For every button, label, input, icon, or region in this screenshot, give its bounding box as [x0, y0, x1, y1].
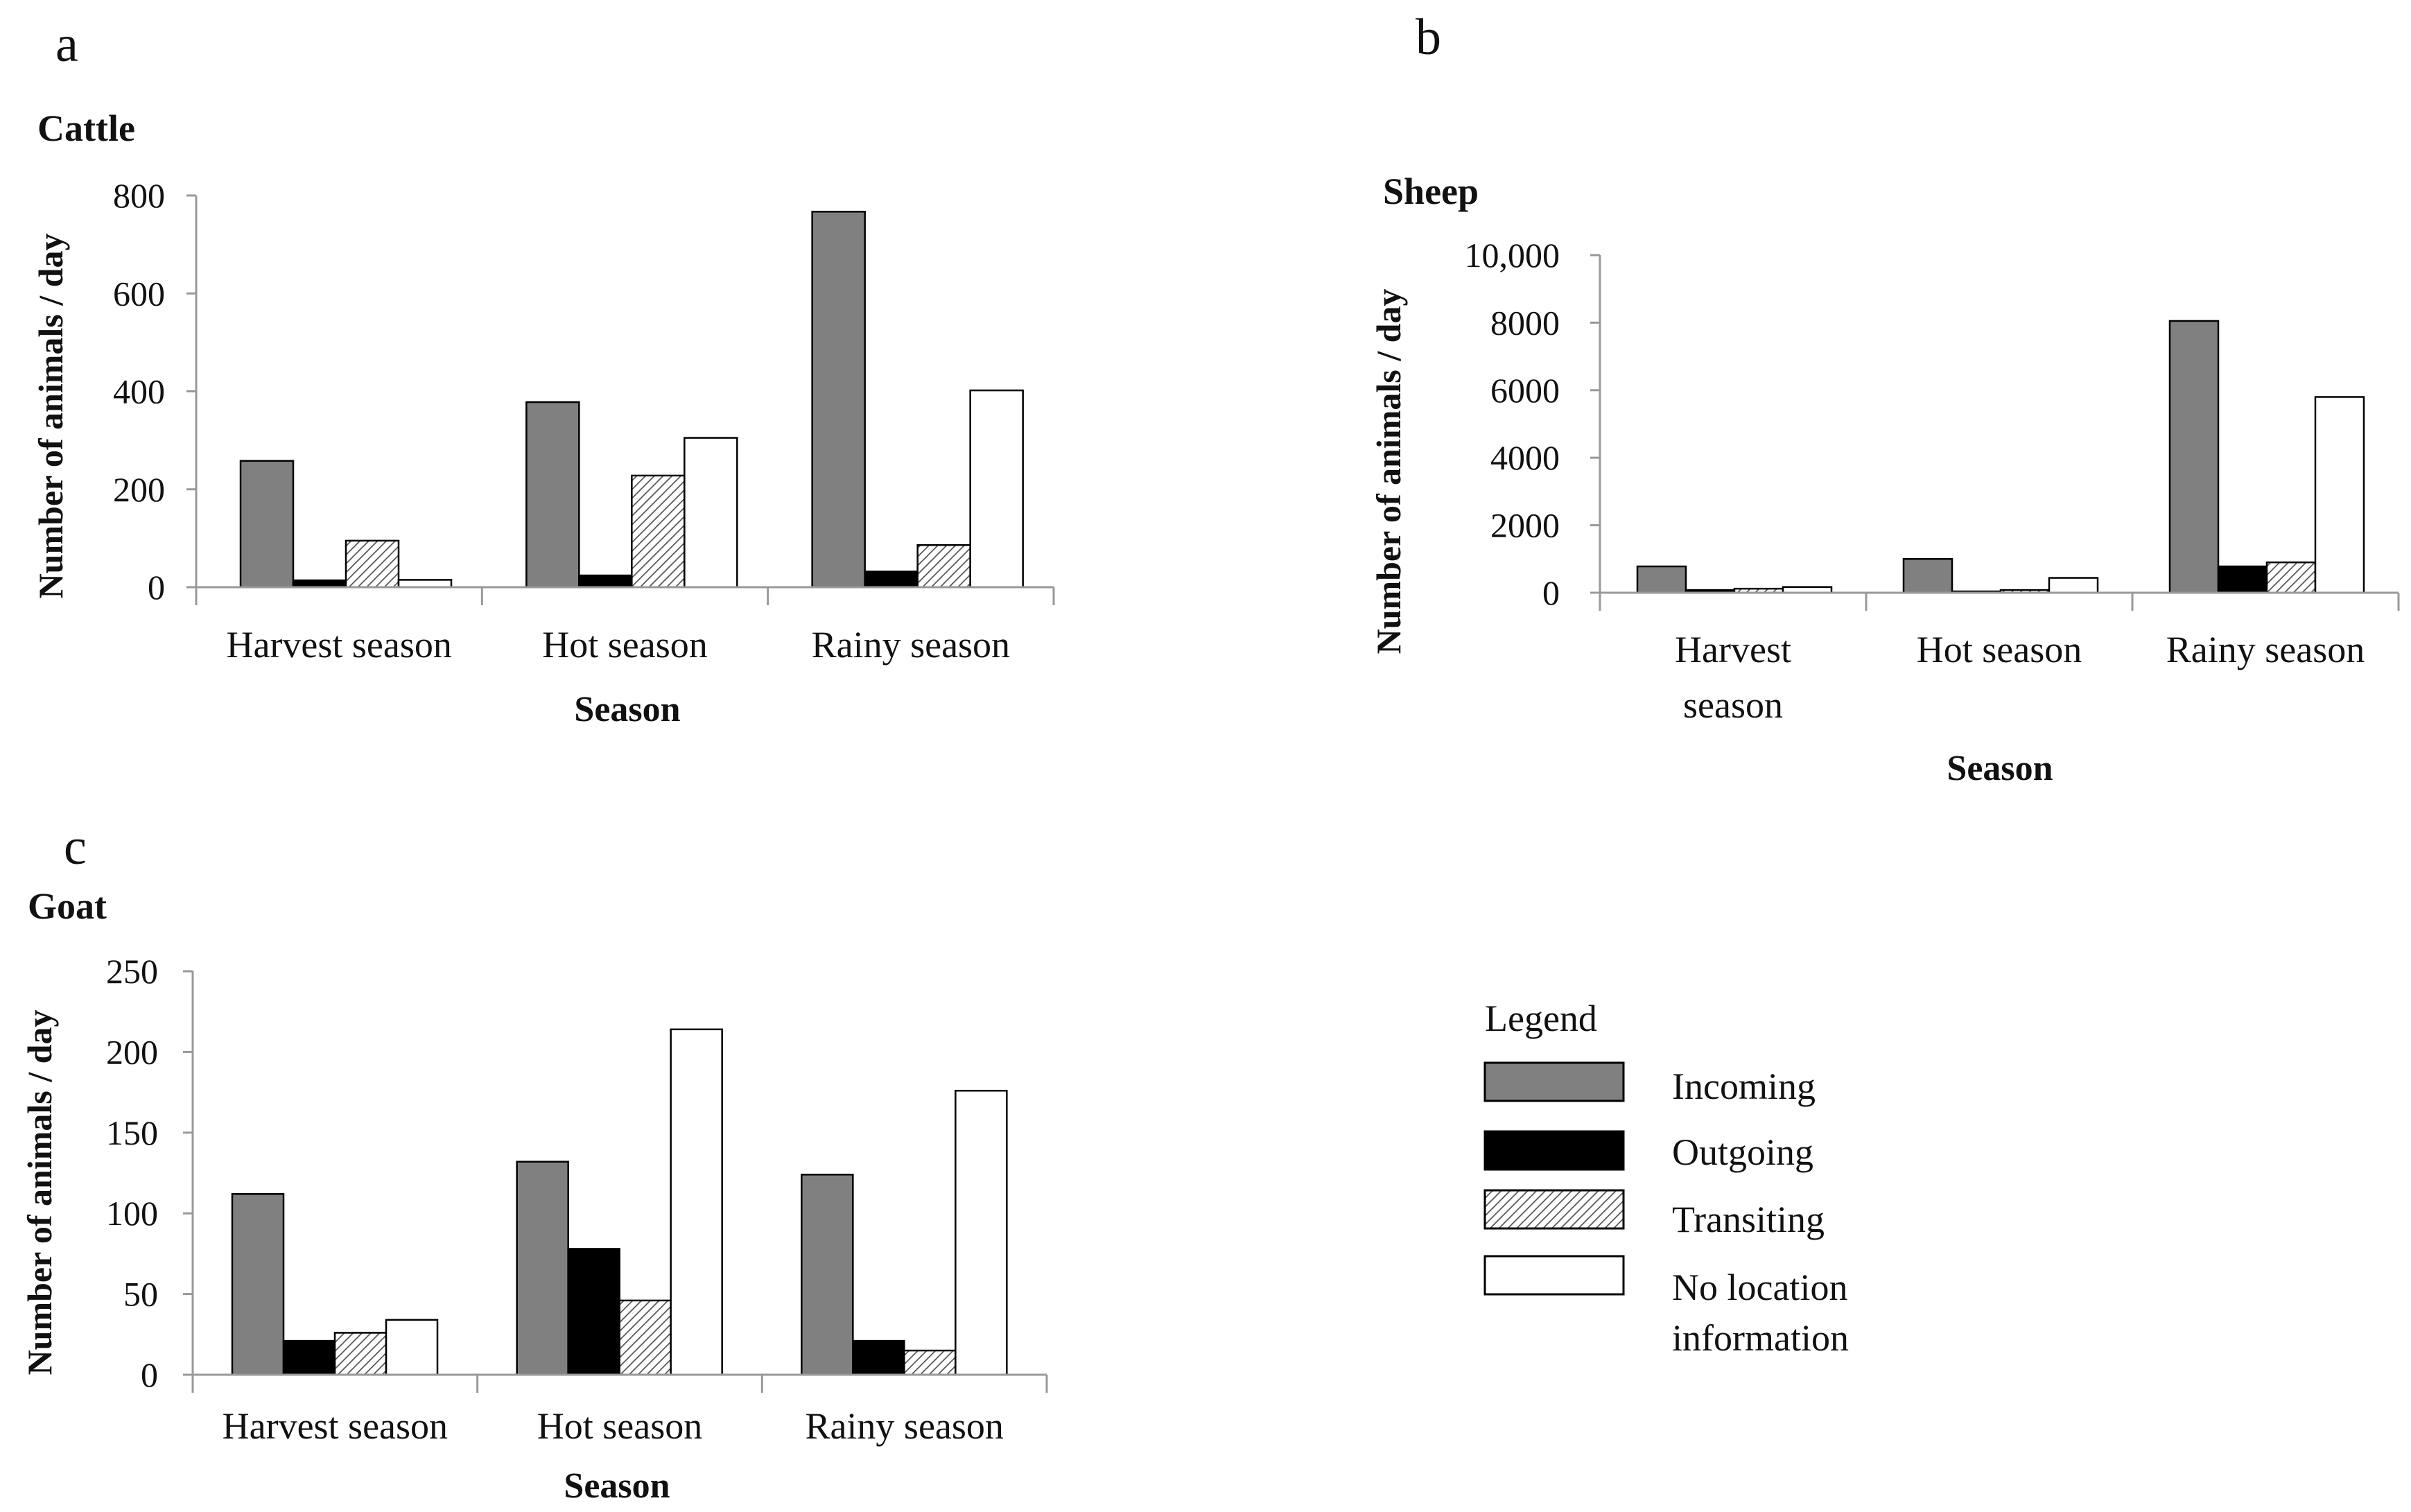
chart-title-cattle: Cattle [37, 107, 135, 149]
bar-no_location [670, 1028, 723, 1376]
panel-letter-b: b [1416, 9, 1441, 66]
y-axis-label-sheep: Number of animals / day [1369, 289, 1408, 654]
y-tick-label: 800 [113, 176, 165, 215]
x-category-label: Hot season [537, 1405, 702, 1447]
bar-no_location [684, 437, 738, 589]
bar-transiting [618, 1299, 672, 1376]
y-tick-label: 6000 [1490, 371, 1560, 410]
y-tick-label: 400 [113, 372, 165, 411]
bar-transiting [916, 544, 971, 589]
bar-transiting [345, 539, 400, 589]
x-categories-sheep: Harvest season Hot season Rainy season [1675, 629, 2365, 726]
y-ticks-cattle: 0 200 400 600 800 [113, 176, 196, 607]
x-category-label: Hot season [542, 624, 707, 666]
legend: Legend Incoming Outgoing Transiting No l… [1483, 998, 1849, 1359]
y-axis-label-goat: Number of animals / day [20, 1010, 59, 1375]
x-category-label: season [1683, 684, 1783, 726]
y-tick-label: 2000 [1490, 506, 1560, 545]
bar-no_location [969, 389, 1024, 589]
bar-incoming [239, 460, 295, 589]
x-category-label: Rainy season [805, 1405, 1003, 1447]
bar-outgoing [864, 571, 919, 589]
bar-outgoing [282, 1339, 336, 1376]
y-tick-label: 0 [141, 1355, 158, 1394]
bar-outgoing [567, 1248, 620, 1376]
bar-no_location [2314, 396, 2365, 594]
bar-no_location [955, 1090, 1008, 1376]
y-ticks-sheep: 0 2000 4000 6000 8000 10,000 [1465, 236, 1600, 612]
x-axis-label-sheep: Season [1947, 749, 2053, 788]
legend-swatch-outgoing [1483, 1130, 1625, 1171]
axes-goat [191, 971, 1048, 1393]
x-axis-label-goat: Season [564, 1466, 670, 1506]
y-tick-label: 0 [148, 568, 165, 607]
bar-no_location [397, 579, 453, 589]
chart-cattle: a Cattle Number of animals / day Season … [31, 16, 1055, 729]
y-ticks-goat: 0 50 100 150 200 250 [106, 952, 193, 1394]
y-tick-label: 8000 [1490, 303, 1560, 342]
chart-sheep: b Sheep Number of animals / day Season 0… [1369, 9, 2400, 788]
bar-incoming [231, 1193, 285, 1376]
y-tick-label: 200 [106, 1032, 158, 1071]
bars-sheep [1636, 320, 2365, 594]
y-tick-label: 0 [1542, 573, 1560, 612]
y-tick-label: 250 [106, 952, 158, 991]
bar-incoming [525, 401, 580, 589]
bar-incoming [2168, 320, 2220, 594]
bar-transiting [903, 1349, 957, 1376]
bar-incoming [1902, 558, 1953, 594]
x-categories-goat: Harvest season Hot season Rainy season [223, 1405, 1004, 1447]
y-axis-label-cattle: Number of animals / day [31, 234, 70, 599]
bar-no_location [385, 1319, 439, 1376]
bar-no_location [2048, 577, 2099, 594]
panel-letter-c: c [64, 819, 87, 876]
y-tick-label: 10,000 [1465, 236, 1560, 275]
y-tick-label: 50 [123, 1275, 158, 1314]
bars-cattle [239, 211, 1024, 589]
x-category-label: Harvest season [223, 1405, 448, 1447]
legend-swatch-incoming [1483, 1061, 1625, 1102]
bar-outgoing [578, 574, 633, 589]
bar-transiting [631, 474, 686, 589]
bar-incoming [516, 1161, 569, 1376]
x-category-label: Hot season [1917, 629, 2082, 670]
x-categories-cattle: Harvest season Hot season Rainy season [226, 624, 1010, 666]
legend-label-no-location-line2: information [1672, 1317, 1849, 1359]
y-tick-label: 4000 [1490, 438, 1560, 477]
legend-label-incoming: Incoming [1672, 1066, 1816, 1107]
y-tick-label: 150 [106, 1113, 158, 1152]
legend-title: Legend [1485, 998, 1597, 1039]
x-category-label: Rainy season [2166, 629, 2365, 670]
y-tick-label: 100 [106, 1194, 158, 1233]
x-axis-label-cattle: Season [574, 690, 680, 729]
x-category-label: Rainy season [812, 624, 1010, 666]
y-tick-label: 200 [113, 470, 165, 509]
x-category-label: Harvest [1675, 629, 1791, 670]
bar-outgoing [852, 1339, 905, 1376]
axes-cattle [195, 195, 1055, 605]
chart-title-sheep: Sheep [1383, 171, 1479, 212]
bar-transiting [333, 1332, 388, 1376]
bar-outgoing [2217, 565, 2268, 594]
legend-label-outgoing: Outgoing [1672, 1131, 1813, 1173]
axes-sheep [1599, 255, 2400, 611]
bars-goat [231, 1028, 1008, 1376]
legend-swatch-transiting [1483, 1189, 1625, 1230]
bar-incoming [811, 211, 866, 589]
bar-incoming [801, 1174, 854, 1376]
legend-swatch-no-location [1483, 1255, 1625, 1296]
legend-label-transiting: Transiting [1672, 1199, 1825, 1240]
bar-transiting [2265, 561, 2317, 594]
legend-label-no-location-line1: No location [1672, 1267, 1847, 1308]
bar-incoming [1636, 565, 1687, 594]
chart-goat: c Goat Number of animals / day Season 0 5… [20, 819, 1048, 1506]
chart-title-goat: Goat [28, 885, 107, 927]
x-category-label: Harvest season [226, 624, 451, 666]
panel-letter-a: a [55, 16, 78, 73]
y-tick-label: 600 [113, 274, 165, 313]
